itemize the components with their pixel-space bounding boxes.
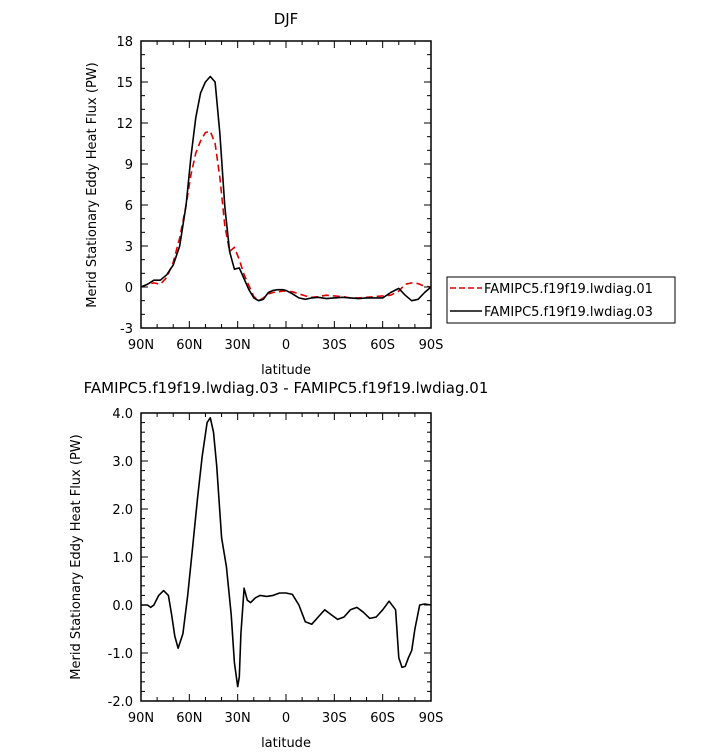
x-tick-label-top: 90S <box>419 338 444 353</box>
y-tick-label-bottom: 1.0 <box>112 551 133 566</box>
x-tick-label-bottom: 30S <box>322 711 347 726</box>
y-tick-label-top: 12 <box>116 117 133 132</box>
x-tick-label-top: 60S <box>370 338 395 353</box>
legend-label-03: FAMIPC5.f19f19.lwdiag.03 <box>484 305 653 320</box>
x-tick-label-bottom: 0 <box>282 711 290 726</box>
y-tick-label-top: 15 <box>116 76 133 91</box>
series-line-top-2 <box>140 75 432 302</box>
x-tick-label-top: 30N <box>225 338 251 353</box>
chart-title-bottom: FAMIPC5.f19f19.lwdiag.03 - FAMIPC5.f19f1… <box>84 379 489 397</box>
y-tick-label-bottom: 0.0 <box>112 599 133 614</box>
x-axis-label-top: latitude <box>261 363 311 378</box>
axes-bottom: 90N 60N 30N 0 30S 60S 90S -2.0 -1.0 0.0 1.0 2.0 3.0 4… <box>108 407 444 726</box>
chart-panel-bottom: FAMIPC5.f19f19.lwdiag.03 - FAMIPC5.f19f1… <box>69 379 488 751</box>
y-tick-label-top: 6 <box>125 199 133 214</box>
y-tick-label-bottom: 4.0 <box>112 407 133 422</box>
x-tick-label-top: 30S <box>322 338 347 353</box>
x-tick-label-bottom: 90S <box>419 711 444 726</box>
x-tick-label-bottom: 60S <box>370 711 395 726</box>
y-tick-label-top: 18 <box>116 35 133 50</box>
y-tick-label-top: -3 <box>120 322 133 337</box>
chart-title-top: DJF <box>274 10 299 28</box>
series-line-bottom-1 <box>141 416 432 688</box>
x-tick-label-bottom: 90N <box>128 711 154 726</box>
y-tick-label-bottom: -2.0 <box>108 695 133 710</box>
y-tick-label-top: 3 <box>125 240 133 255</box>
y-axis-label-bottom: Merid Stationary Eddy Heat Flux (PW) <box>69 434 84 679</box>
x-axis-label-bottom: latitude <box>261 736 311 751</box>
plot-frame-top <box>140 40 432 329</box>
legend: FAMIPC5.f19f19.lwdiag.01 FAMIPC5.f19f19.… <box>446 276 676 324</box>
axes-top: 90N 60N 30N 0 30S 60S 90S -3 0 3 6 9 12 15 18 <box>116 35 443 353</box>
y-tick-label-bottom: -1.0 <box>108 647 133 662</box>
plot-frame-bottom <box>140 412 432 702</box>
legend-label-01: FAMIPC5.f19f19.lwdiag.01 <box>484 282 653 297</box>
y-tick-label-bottom: 2.0 <box>112 503 133 518</box>
x-tick-label-top: 90N <box>128 338 154 353</box>
y-tick-label-top: 0 <box>125 281 133 296</box>
y-axis-label-top: Merid Stationary Eddy Heat Flux (PW) <box>85 62 100 307</box>
y-tick-label-bottom: 3.0 <box>112 455 133 470</box>
x-tick-label-bottom: 60N <box>176 711 202 726</box>
plot-area-bottom <box>141 416 432 688</box>
x-tick-label-top: 60N <box>176 338 202 353</box>
x-tick-label-top: 0 <box>282 338 290 353</box>
chart-panel-top: DJF 90N 60N 30N 0 30S 60S 90S -3 0 3 6 9 12 15 18 lati… <box>85 10 676 378</box>
y-tick-label-top: 9 <box>125 158 133 173</box>
legend-box <box>446 276 676 324</box>
x-tick-label-bottom: 30N <box>225 711 251 726</box>
plot-area-top <box>140 75 432 302</box>
